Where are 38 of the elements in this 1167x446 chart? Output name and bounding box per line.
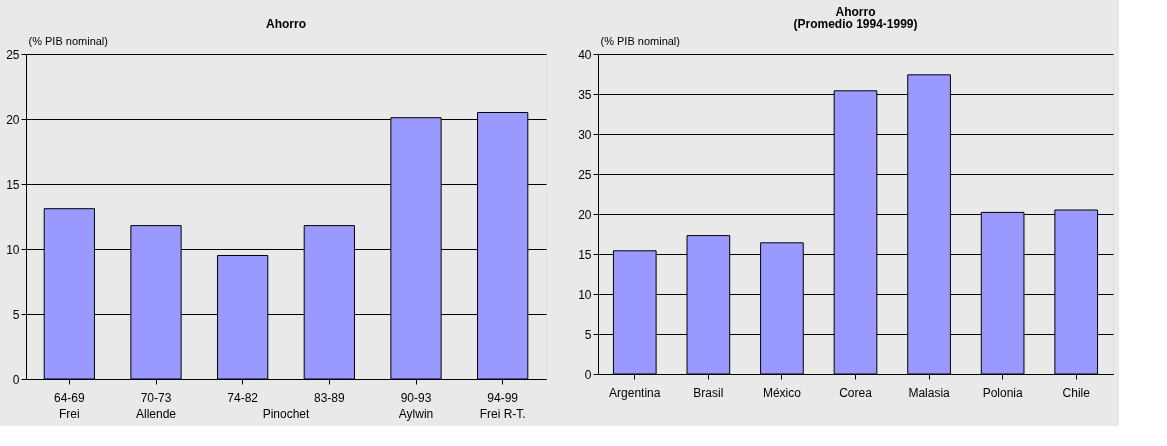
y-tick-label: 25 <box>578 167 592 182</box>
y-tick-label: 25 <box>6 47 20 62</box>
y-tick-label: 15 <box>6 177 20 192</box>
text: Aylwin <box>398 407 434 421</box>
y-axis-title: (% PIB nominal) <box>600 34 680 47</box>
y-tick-label: 40 <box>578 47 592 62</box>
text: Frei R-T. <box>479 407 526 421</box>
x-tick-label: 64-69 <box>53 390 85 405</box>
y-tick-label: 15 <box>578 247 592 262</box>
x-tick-label: 94-99 <box>487 390 519 405</box>
y-tick-label: 20 <box>6 112 20 127</box>
y-tick-label: 20 <box>578 207 592 222</box>
text: Pinochet <box>262 407 311 421</box>
x-tick-label: México <box>762 385 802 400</box>
x-tick-label: 83-89 <box>313 390 345 405</box>
text: Frei <box>59 407 80 421</box>
y-tick-label: 0 <box>584 367 592 382</box>
x-tick-label: Corea <box>839 385 873 400</box>
x-tick-label: 90-93 <box>400 390 432 405</box>
y-axis-title: (% PIB nominal) <box>28 34 108 47</box>
x-tick-label: Polonia <box>982 385 1023 400</box>
y-tick-label: 30 <box>578 127 592 142</box>
chart-title: Ahorro <box>266 17 306 31</box>
x-tick-label: 74-82 <box>227 390 259 405</box>
x-tick-label: Chile <box>1062 385 1091 400</box>
y-tick-label: 10 <box>6 242 20 257</box>
text: Allende <box>135 407 177 421</box>
x-tick-label: Brasil <box>693 385 724 400</box>
y-tick-label: 35 <box>578 87 592 102</box>
chart-title: Ahorro <box>835 5 876 19</box>
x-tick-label: Argentina <box>609 385 661 400</box>
y-tick-label: 5 <box>12 307 20 322</box>
chart-subtitle: (Promedio 1994-1999) <box>793 17 918 31</box>
x-tick-label: 70-73 <box>140 390 172 405</box>
y-tick-label: 10 <box>578 287 592 302</box>
y-tick-label: 5 <box>584 327 592 342</box>
x-tick-label: Malasia <box>908 385 951 400</box>
y-tick-label: 0 <box>12 372 20 387</box>
